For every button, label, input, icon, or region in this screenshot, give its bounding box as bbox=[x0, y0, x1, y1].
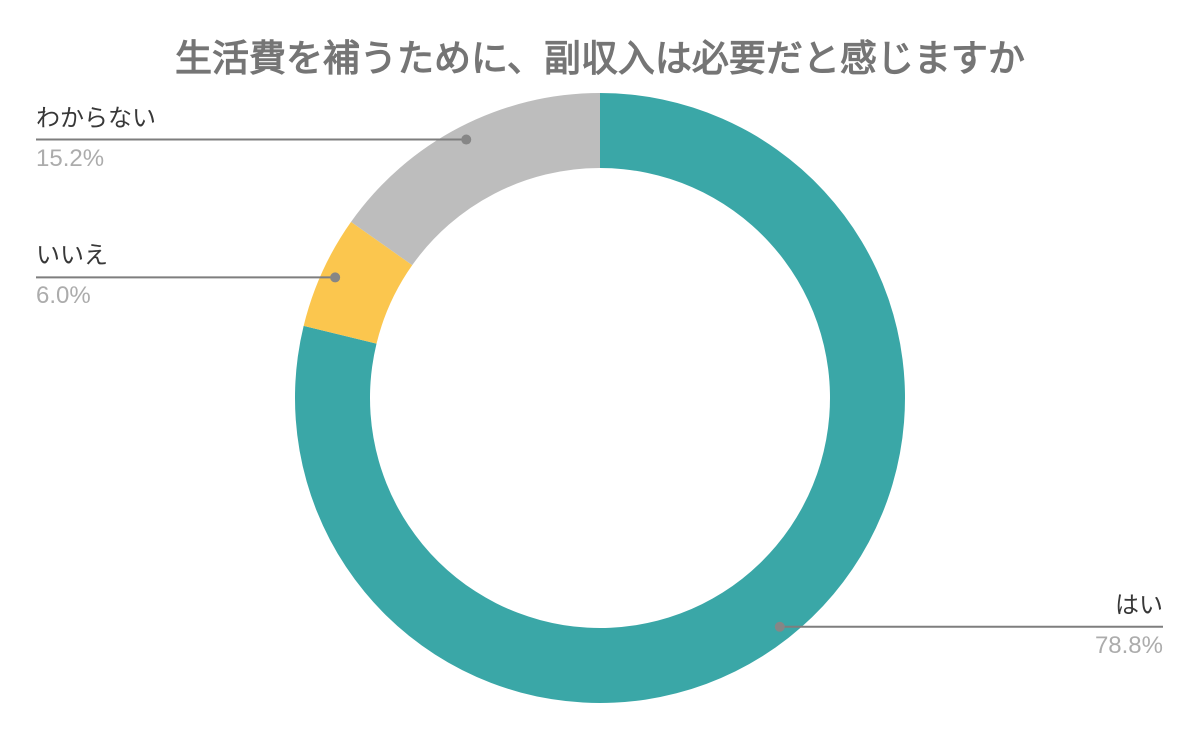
leader-dot-yes bbox=[774, 621, 785, 632]
slice-no bbox=[303, 221, 413, 344]
slice-percent: 6.0% bbox=[36, 282, 91, 310]
slice-name: いいえ bbox=[36, 242, 108, 270]
slice-label-no: いいえ 6.0% bbox=[36, 241, 108, 309]
slice-percent: 78.8% bbox=[1094, 631, 1163, 659]
slice-percent: 15.2% bbox=[36, 144, 105, 172]
slice-name: わからない bbox=[36, 104, 156, 132]
leader-dot-unknown bbox=[461, 134, 472, 145]
slice-label-yes: はい 78.8% bbox=[1095, 591, 1163, 659]
leader-dot-no bbox=[330, 272, 341, 283]
slice-name: はい bbox=[1115, 591, 1163, 619]
chart-title: 生活費を補うために、副収入は必要だと感じますか bbox=[175, 38, 1025, 79]
slice-unknown bbox=[351, 93, 600, 266]
slice-label-unknown: わからない 15.2% bbox=[36, 104, 156, 172]
